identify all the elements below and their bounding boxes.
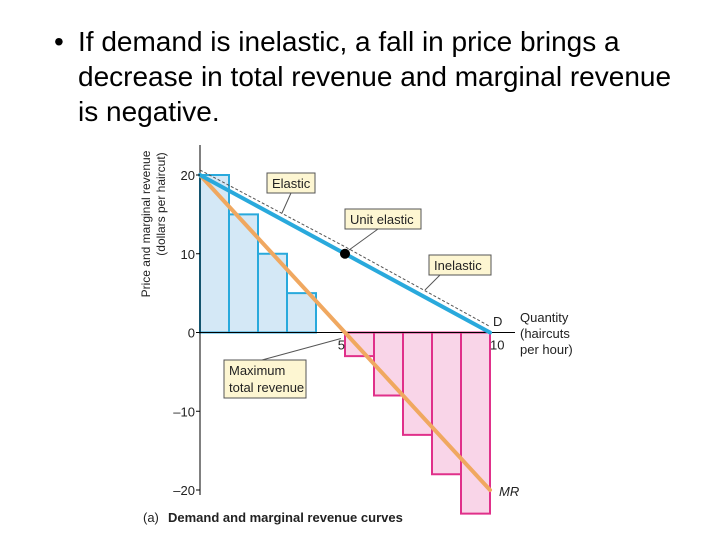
x-tick-label: 5 [338, 338, 345, 353]
x-axis-title-line3: per hour) [520, 342, 573, 357]
tr-bar [286, 292, 317, 334]
axis-ticks: 20 10 0 –10 –20 5 10 [173, 168, 504, 498]
tr-bar [373, 331, 404, 397]
chart-caption: Demand and marginal revenue curves [168, 510, 403, 525]
elastic-label-box [266, 172, 316, 194]
max-tr-label-line1: Maximum [229, 363, 285, 378]
max-tr-label-box [223, 359, 307, 399]
y-axis-title-line1: Price and marginal revenue [139, 150, 153, 297]
y-tick-label: –10 [173, 404, 195, 419]
elastic-leader-line [281, 192, 292, 214]
mr-curve [198, 173, 492, 492]
bullet-marker: • [54, 26, 64, 57]
elastic-label: Elastic [272, 176, 311, 191]
inelastic-label-box [428, 254, 492, 276]
y-tick-label: –20 [173, 483, 195, 498]
unit-elastic-leader-line [347, 228, 379, 252]
y-tick-label: 20 [181, 168, 195, 183]
x-axis-title-line2: (haircuts [520, 326, 570, 341]
tr-bar [199, 174, 230, 334]
chart-caption-prefix: (a) [143, 510, 159, 525]
y-tick-label: 10 [181, 247, 195, 262]
d-series-label: D [493, 314, 502, 329]
x-axis-title-line1: Quantity [520, 310, 569, 325]
unit-elastic-point [340, 248, 350, 259]
max-tr-leader-line [261, 338, 342, 361]
mr-series-label: MR [499, 484, 519, 499]
y-tick-label: 0 [188, 326, 195, 341]
unit-elastic-label: Unit elastic [350, 212, 414, 227]
unit-elastic-label-box [344, 208, 422, 230]
max-tr-label-line2: total revenue [229, 380, 304, 395]
x-tick-label: 10 [490, 338, 504, 353]
y-axis-title-line2: (dollars per haircut) [154, 152, 168, 255]
inelastic-label: Inelastic [434, 258, 482, 273]
slide-bullet-text: If demand is inelastic, a fall in price … [78, 26, 672, 127]
inelastic-leader-line [424, 274, 441, 291]
